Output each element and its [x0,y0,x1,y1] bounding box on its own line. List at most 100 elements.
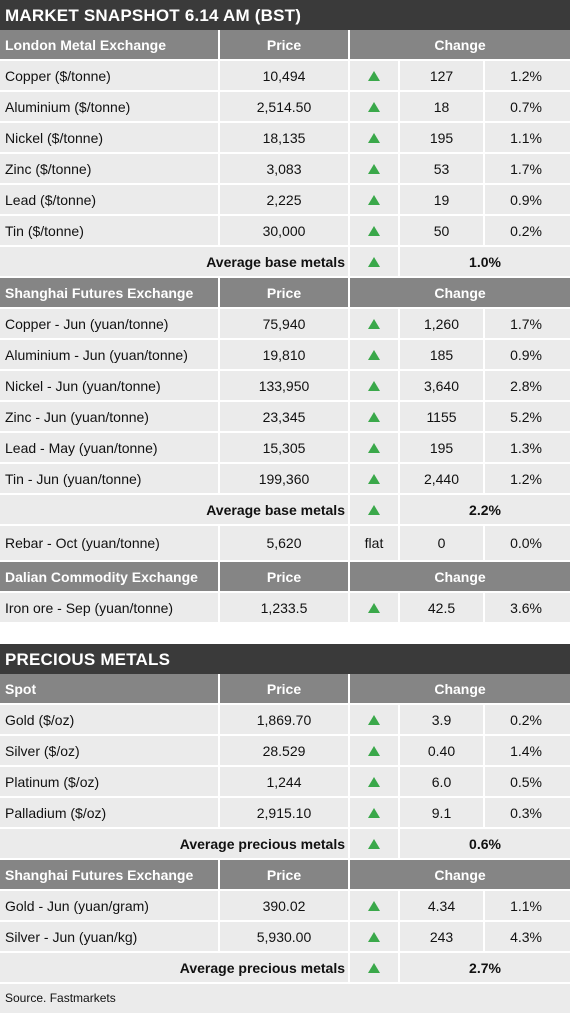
up-arrow-icon [368,931,380,942]
change-value: 53 [400,154,485,185]
table-row: Lead - May (yuan/tonne) 15,305 195 1.3% [0,433,570,464]
direction-cell [350,92,400,123]
metal-price: 18,135 [220,123,350,154]
direction-cell [350,798,400,829]
change-column-header: Change [350,562,570,593]
change-value: 195 [400,433,485,464]
table-row: Lead ($/tonne) 2,225 19 0.9% [0,185,570,216]
dce-section: Dalian Commodity Exchange Price Change Iron… [0,562,570,624]
change-percent: 5.2% [485,402,570,433]
up-arrow-icon [368,101,380,112]
change-percent: 1.7% [485,154,570,185]
change-percent: 0.5% [485,767,570,798]
direction-cell [350,922,400,953]
table-row: Copper - Jun (yuan/tonne) 75,940 1,260 1.7% [0,309,570,340]
metal-price: 75,940 [220,309,350,340]
direction-cell [350,371,400,402]
metal-price: 1,244 [220,767,350,798]
average-direction-cell [350,953,400,984]
change-percent: 0.2% [485,216,570,247]
table-row: Silver ($/oz) 28.529 0.40 1.4% [0,736,570,767]
metal-price: 2,514.50 [220,92,350,123]
average-label: Average precious metals [0,953,350,984]
direction-text: flat [364,535,384,551]
average-row: Average base metals 2.2% [0,495,570,526]
direction-cell [350,433,400,464]
change-value: 42.5 [400,593,485,624]
metal-name: Zinc ($/tonne) [0,154,220,185]
section-header: Dalian Commodity Exchange Price Change [0,562,570,593]
change-value: 50 [400,216,485,247]
change-value: 9.1 [400,798,485,829]
table-row: Tin ($/tonne) 30,000 50 0.2% [0,216,570,247]
direction-cell [350,464,400,495]
metal-name: Gold - Jun (yuan/gram) [0,891,220,922]
up-arrow-icon [368,132,380,143]
up-arrow-icon [368,318,380,329]
price-column-header: Price [220,674,350,705]
average-label: Average precious metals [0,829,350,860]
section-gap [0,624,570,644]
up-arrow-icon [368,194,380,205]
direction-cell: flat [350,526,400,562]
change-percent: 4.3% [485,922,570,953]
average-value: 1.0% [400,247,570,278]
shfe-base-section: Shanghai Futures Exchange Price Change Copp… [0,278,570,562]
change-percent: 0.2% [485,705,570,736]
table-row: Gold - Jun (yuan/gram) 390.02 4.34 1.1% [0,891,570,922]
metal-name: Palladium ($/oz) [0,798,220,829]
up-arrow-icon [368,962,380,973]
metal-name: Copper ($/tonne) [0,61,220,92]
exchange-name: London Metal Exchange [0,30,220,61]
average-row: Average precious metals 2.7% [0,953,570,984]
metal-name: Aluminium ($/tonne) [0,92,220,123]
average-row: Average base metals 1.0% [0,247,570,278]
section-header: Shanghai Futures Exchange Price Change [0,860,570,891]
table-row: Copper ($/tonne) 10,494 127 1.2% [0,61,570,92]
average-direction-cell [350,829,400,860]
average-row: Average precious metals 0.6% [0,829,570,860]
direction-cell [350,61,400,92]
change-value: 3.9 [400,705,485,736]
table-row: Iron ore - Sep (yuan/tonne) 1,233.5 42.5 3.… [0,593,570,624]
change-column-header: Change [350,674,570,705]
change-value: 0 [400,526,485,562]
direction-cell [350,767,400,798]
change-value: 2,440 [400,464,485,495]
metal-name: Copper - Jun (yuan/tonne) [0,309,220,340]
up-arrow-icon [368,442,380,453]
metal-price: 15,305 [220,433,350,464]
exchange-name: Shanghai Futures Exchange [0,278,220,309]
table-row: Gold ($/oz) 1,869.70 3.9 0.2% [0,705,570,736]
up-arrow-icon [368,163,380,174]
metal-name: Silver ($/oz) [0,736,220,767]
direction-cell [350,593,400,624]
change-percent: 1.2% [485,464,570,495]
metal-price: 3,083 [220,154,350,185]
table-row: Rebar - Oct (yuan/tonne) 5,620 flat 0 0.0% [0,526,570,562]
metal-name: Rebar - Oct (yuan/tonne) [0,526,220,562]
metal-name: Zinc - Jun (yuan/tonne) [0,402,220,433]
metal-price: 133,950 [220,371,350,402]
up-arrow-icon [368,380,380,391]
metal-name: Iron ore - Sep (yuan/tonne) [0,593,220,624]
table-row: Aluminium ($/tonne) 2,514.50 18 0.7% [0,92,570,123]
direction-cell [350,340,400,371]
average-label: Average base metals [0,247,350,278]
market-snapshot-title: MARKET SNAPSHOT 6.14 AM (BST) [0,0,570,30]
metal-name: Nickel - Jun (yuan/tonne) [0,371,220,402]
direction-cell [350,309,400,340]
metal-price: 1,233.5 [220,593,350,624]
change-column-header: Change [350,278,570,309]
change-percent: 0.9% [485,185,570,216]
table-row: Zinc ($/tonne) 3,083 53 1.7% [0,154,570,185]
change-column-header: Change [350,30,570,61]
change-percent: 0.7% [485,92,570,123]
metal-price: 5,620 [220,526,350,562]
change-percent: 1.4% [485,736,570,767]
change-percent: 1.7% [485,309,570,340]
metal-price: 30,000 [220,216,350,247]
up-arrow-icon [368,776,380,787]
change-value: 19 [400,185,485,216]
table-row: Nickel - Jun (yuan/tonne) 133,950 3,640 2.8… [0,371,570,402]
